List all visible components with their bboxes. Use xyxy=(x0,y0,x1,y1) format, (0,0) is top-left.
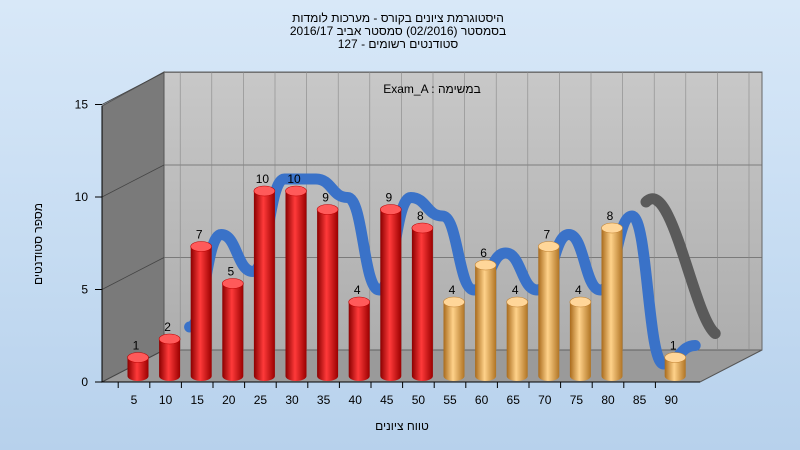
data-label: 7 xyxy=(196,228,203,242)
x-tick-label: 60 xyxy=(475,393,489,407)
bar xyxy=(601,222,623,382)
data-label: 9 xyxy=(322,191,329,205)
bar xyxy=(664,352,687,382)
data-label: 7 xyxy=(543,228,550,242)
bar xyxy=(348,296,371,382)
bar xyxy=(158,333,181,382)
y-axis-label: מספר סטודנטים xyxy=(31,203,45,285)
x-tick-label: 90 xyxy=(665,393,679,407)
data-label: 4 xyxy=(512,283,519,297)
data-label: 8 xyxy=(417,209,424,223)
chart-title-line-3: סטודנטים רשומים - 127 xyxy=(338,37,459,51)
y-tick-labels: 0 5 10 15 xyxy=(75,98,89,390)
bar xyxy=(253,185,276,382)
y-tick-label: 0 xyxy=(81,375,88,389)
data-label: 4 xyxy=(449,283,456,297)
data-label: 10 xyxy=(287,172,301,186)
grid-line-side xyxy=(101,257,165,290)
x-tick-label: 50 xyxy=(412,393,426,407)
data-label: 1 xyxy=(133,339,140,353)
data-label: 4 xyxy=(354,283,361,297)
x-tick-label: 5 xyxy=(131,393,138,407)
x-tick-label: 30 xyxy=(285,393,299,407)
x-tick-label: 20 xyxy=(222,393,236,407)
bar xyxy=(190,241,212,382)
bar xyxy=(285,185,307,382)
data-label: 8 xyxy=(607,209,614,223)
x-tick-label: 75 xyxy=(570,393,584,407)
x-tick-label: 45 xyxy=(380,393,394,407)
trend-line-tail xyxy=(640,193,721,339)
data-labels: 1 2 7 5 10 10 9 4 9 8 4 6 4 7 4 8 1 xyxy=(133,172,677,353)
grid-line-side xyxy=(101,72,165,105)
axes xyxy=(95,104,700,388)
inner-label: Exam_A : במשימה xyxy=(383,82,481,96)
x-tick-label: 15 xyxy=(191,393,205,407)
x-tick-label: 80 xyxy=(601,393,615,407)
data-label: 10 xyxy=(256,172,270,186)
bar xyxy=(411,222,434,382)
x-tick-label: 25 xyxy=(254,393,268,407)
bar xyxy=(537,241,560,382)
grid-line-side xyxy=(101,164,165,198)
bar xyxy=(127,352,149,382)
y-tick-label: 15 xyxy=(75,98,89,112)
x-tick-label: 55 xyxy=(443,393,457,407)
bar xyxy=(316,204,339,382)
bar xyxy=(474,259,497,382)
data-label: 1 xyxy=(670,339,677,353)
y-tick-label: 10 xyxy=(75,190,89,204)
bar xyxy=(506,296,529,382)
x-tick-label: 10 xyxy=(159,393,173,407)
data-label: 6 xyxy=(480,246,487,260)
bars xyxy=(127,185,687,382)
data-label: 9 xyxy=(385,191,392,205)
data-label: 2 xyxy=(164,320,171,334)
x-tick-label: 65 xyxy=(507,393,521,407)
bar xyxy=(379,204,402,382)
x-tick-label: 70 xyxy=(538,393,552,407)
y-tick-label: 5 xyxy=(81,283,88,297)
x-tick-label: 85 xyxy=(633,393,647,407)
chart-title-line-1: היסטוגרמת ציונים בקורס - מערכות לומדות xyxy=(292,11,504,25)
x-axis-label: טווח ציונים xyxy=(375,419,429,433)
x-tick-labels: 5 10 15 20 25 30 35 40 45 50 55 60 65 70 75 80 85 90 xyxy=(131,393,679,407)
data-label: 4 xyxy=(575,283,582,297)
chart-title-line-2: בסמסטר (02/2016) סמסטר אביב 2016/17 xyxy=(290,24,506,38)
bar xyxy=(569,296,592,382)
bar xyxy=(443,296,465,382)
data-label: 5 xyxy=(227,265,234,279)
x-tick-label: 35 xyxy=(317,393,331,407)
bar xyxy=(222,278,244,382)
side-wall xyxy=(101,71,165,383)
x-tick-label: 40 xyxy=(349,393,363,407)
